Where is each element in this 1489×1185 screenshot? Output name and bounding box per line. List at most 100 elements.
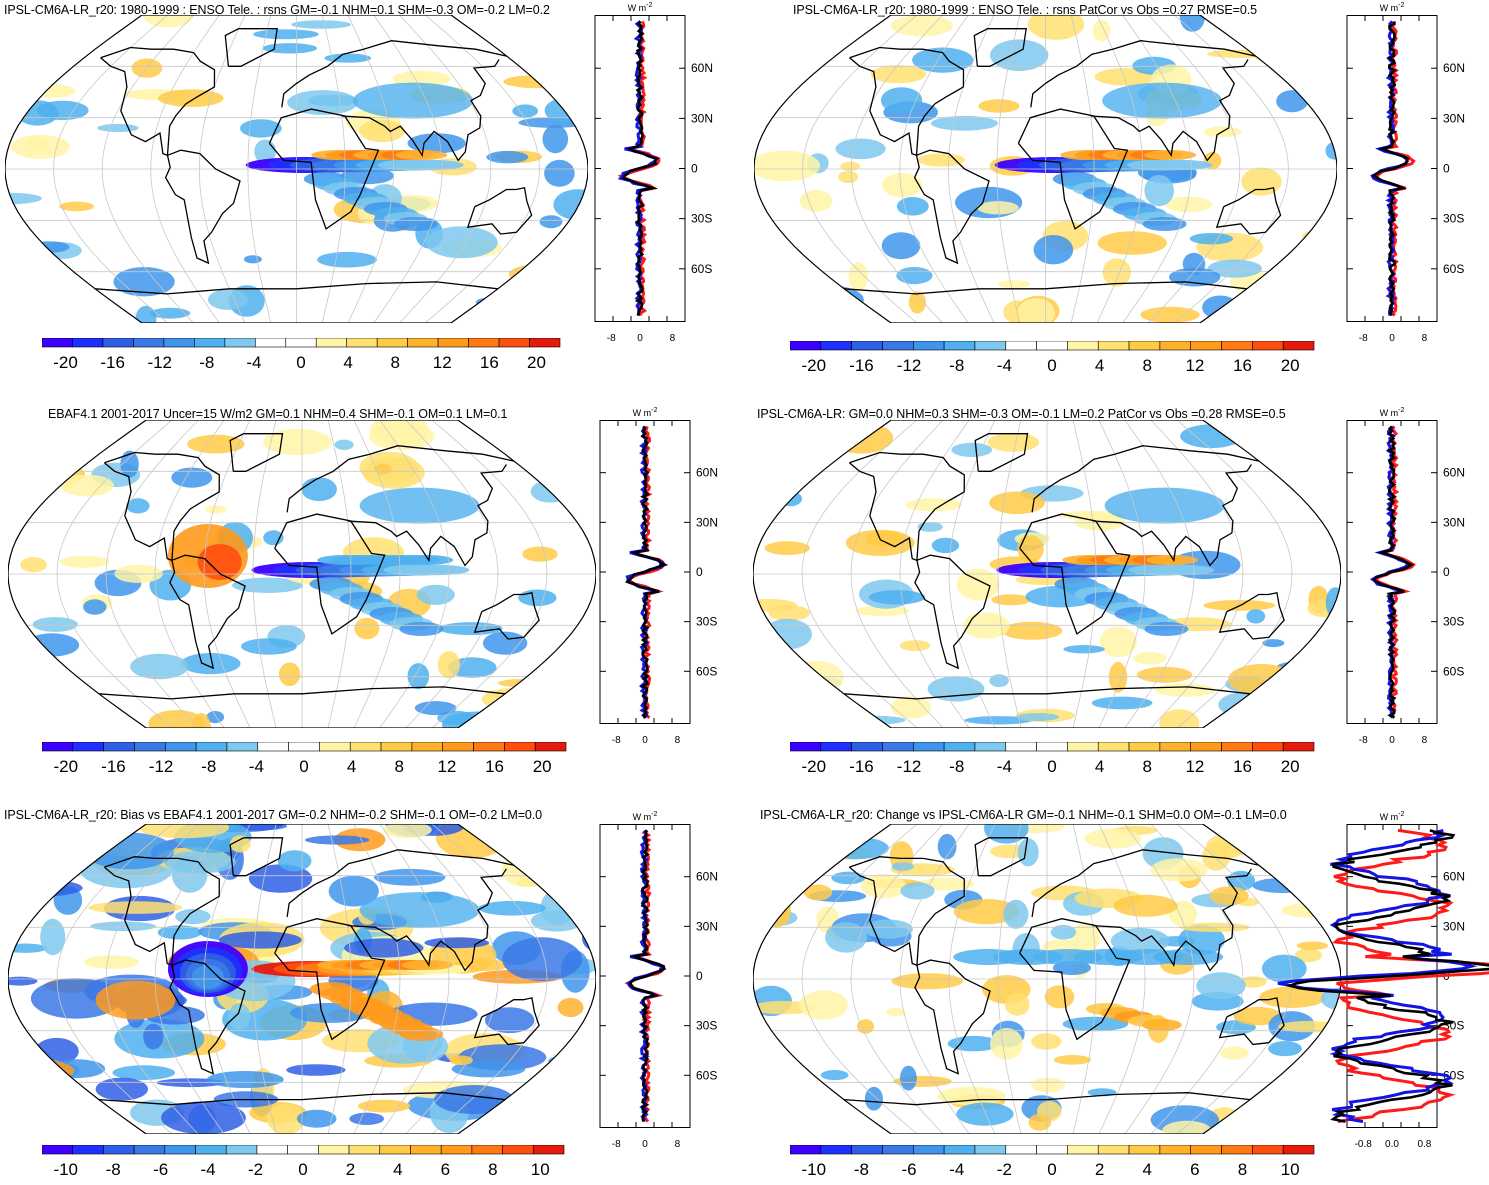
colorbar-swatch: [1282, 341, 1315, 351]
map-outline: [5, 15, 588, 323]
colorbar-label: 4: [393, 1160, 402, 1179]
field-patch: [753, 880, 781, 901]
field-patch: [1050, 924, 1077, 940]
field-patch: [1104, 487, 1225, 524]
colorbar-label: -4: [246, 353, 261, 372]
profile-line: [1285, 829, 1489, 1123]
colorbar-label: -6: [153, 1160, 168, 1179]
colorbar-label: 0: [298, 1160, 307, 1179]
field-patch: [937, 833, 957, 860]
lat-tick-label: 0: [1443, 565, 1450, 579]
field-patch: [502, 937, 582, 982]
field-patch: [794, 1098, 841, 1120]
colorbar-label: 6: [441, 1160, 450, 1179]
colorbar-swatch: [163, 338, 195, 348]
field-patch: [1218, 692, 1273, 718]
field-patch: [1001, 621, 1063, 640]
field-patch: [953, 899, 1020, 925]
colorbar-swatch: [471, 1145, 503, 1155]
colorbar-swatch: [1067, 742, 1099, 752]
field-patch: [405, 564, 470, 576]
colorbar-swatch: [348, 1145, 381, 1155]
colorbar-label: 4: [347, 757, 356, 776]
colorbar-label: 16: [480, 353, 499, 372]
colorbar-label: 4: [1095, 757, 1104, 776]
field-patch: [542, 124, 569, 154]
colorbar-swatch: [1190, 742, 1222, 752]
field-patch: [23, 833, 67, 878]
colorbar-swatch: [318, 1145, 350, 1155]
profile-units: W m-2: [628, 2, 653, 13]
colorbar-label: -4: [249, 757, 264, 776]
field-patch: [1220, 1046, 1249, 1060]
field-patch: [886, 1007, 906, 1017]
field-patch: [544, 97, 588, 124]
field-patch: [868, 590, 926, 605]
field-patch: [401, 555, 454, 565]
field-patch: [1044, 985, 1075, 1009]
map-outline: [753, 824, 1341, 1134]
field-patch: [60, 474, 114, 497]
field-patch: [508, 264, 570, 284]
colorbar-swatch: [851, 742, 883, 752]
field-patch: [1084, 828, 1142, 849]
field-patch: [753, 420, 814, 438]
colorbar-label: 0: [296, 353, 305, 372]
field-patch: [434, 1085, 514, 1114]
colorbar-label: -20: [54, 757, 79, 776]
colorbar-label: 12: [437, 757, 456, 776]
field-patch: [171, 856, 208, 893]
colorbar-label: 10: [531, 1160, 550, 1179]
field-patch: [206, 1071, 284, 1088]
profile-xtick-label: -0.8: [1355, 1139, 1373, 1150]
field-patch: [9, 439, 43, 456]
lat-tick-label: 60N: [1443, 870, 1465, 884]
field-patch: [486, 150, 529, 164]
field-patch: [891, 973, 963, 990]
field-patch: [287, 90, 358, 115]
field-patch: [1150, 564, 1215, 576]
field-patch: [1063, 645, 1105, 654]
field-patch: [896, 267, 933, 285]
field-patch: [370, 420, 430, 445]
panel-title: IPSL-CM6A-LR_r20: Change vs IPSL-CM6A-LR…: [760, 808, 1287, 822]
field-patch: [383, 824, 432, 839]
field-patch: [1091, 696, 1153, 710]
colorbar-label: -4: [997, 356, 1012, 375]
colorbar-label: -8: [949, 356, 964, 375]
lat-tick-label: 0: [1443, 162, 1450, 176]
colorbar: -10 -8 -6 -4 -2 0 2 4 6 8 10: [42, 1145, 565, 1179]
colorbar-swatch: [164, 742, 197, 752]
field-patch: [799, 189, 833, 212]
lat-tick-label: 30S: [1443, 615, 1464, 629]
colorbar-swatch: [1282, 742, 1315, 752]
coastlines: [95, 28, 533, 295]
field-patch: [1189, 233, 1234, 245]
map: [753, 824, 1341, 1134]
field-patch: [157, 925, 202, 940]
field-patch: [1027, 15, 1085, 40]
field-patch: [899, 640, 931, 652]
field-patch: [424, 937, 490, 949]
field-patch: [518, 589, 557, 607]
field-patch: [900, 882, 935, 900]
field-patch: [1004, 992, 1030, 1016]
colorbar-label: 0: [299, 757, 308, 776]
field-patch: [1268, 1041, 1302, 1057]
field-patch: [425, 226, 498, 259]
field-patch: [112, 1065, 176, 1081]
field-patch: [83, 955, 139, 969]
profile-xtick-label: 0: [642, 735, 648, 746]
colorbar-swatch: [287, 1145, 319, 1155]
colorbar-swatch: [790, 1145, 822, 1155]
colorbar-label: -16: [849, 757, 874, 776]
colorbar-label: -4: [201, 1160, 216, 1179]
lat-tick-label: 30N: [691, 111, 713, 125]
field-patch: [840, 161, 860, 171]
lat-tick-label: 60S: [1443, 262, 1464, 276]
field-patch: [40, 293, 85, 321]
colorbar-swatch: [504, 742, 536, 752]
profile-units: W m-2: [1380, 407, 1405, 418]
lat-tick-label: 60N: [1443, 466, 1465, 480]
field-patch: [900, 1065, 917, 1091]
